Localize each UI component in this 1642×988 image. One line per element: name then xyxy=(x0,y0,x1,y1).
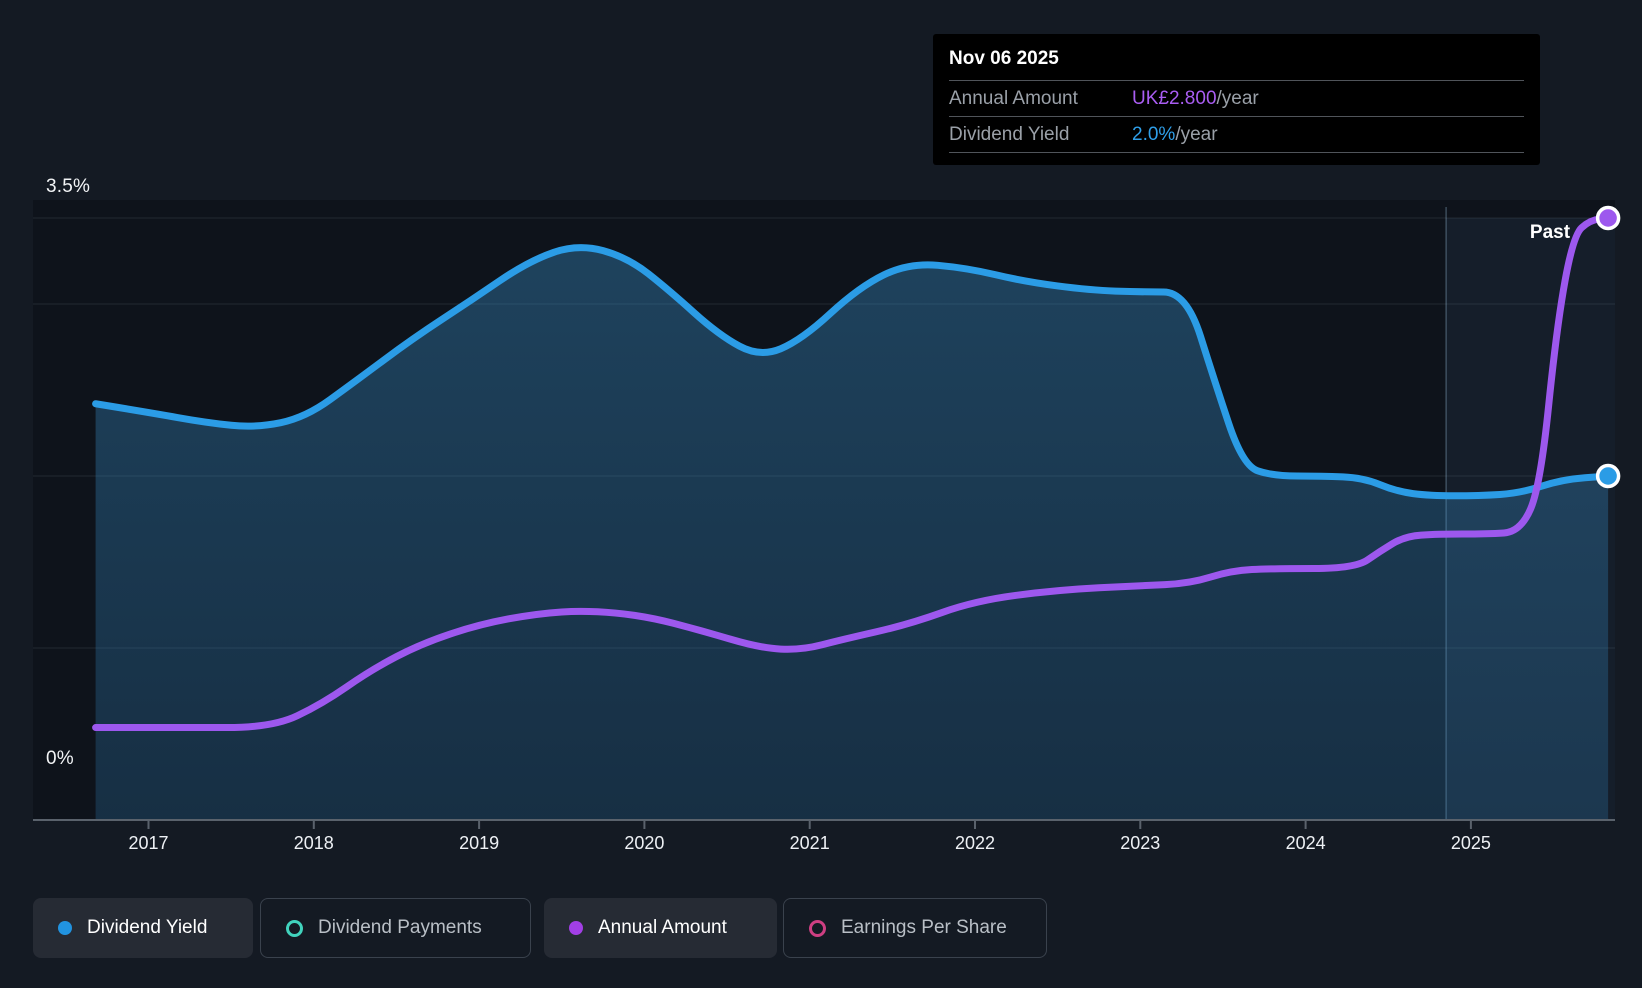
earnings-per-share-ring-icon xyxy=(809,920,826,937)
x-axis-label: 2018 xyxy=(274,833,354,854)
x-axis-label: 2025 xyxy=(1431,833,1511,854)
tooltip-label: Annual Amount xyxy=(949,88,1132,110)
chart-tooltip: Nov 06 2025 Annual Amount UK£2.800 /year… xyxy=(933,34,1540,165)
dividend-payments-ring-icon xyxy=(286,920,303,937)
legend-label: Dividend Yield xyxy=(87,917,207,939)
annual-amount-dot-icon xyxy=(569,921,583,935)
tooltip-suffix: /year xyxy=(1175,124,1217,146)
legend-label: Dividend Payments xyxy=(318,917,482,939)
x-axis-label: 2017 xyxy=(109,833,189,854)
tooltip-suffix: /year xyxy=(1217,88,1259,110)
tooltip-value: UK£2.800 xyxy=(1132,88,1217,110)
x-axis-label: 2024 xyxy=(1266,833,1346,854)
dividend-history-chart-page: 3.5% 0% 2017 2018 2019 2020 2021 2022 20… xyxy=(0,0,1642,988)
legend-toggle-dividend-yield[interactable]: Dividend Yield xyxy=(33,898,253,958)
legend-toggle-earnings-per-share[interactable]: Earnings Per Share xyxy=(783,898,1047,958)
legend-label: Earnings Per Share xyxy=(841,917,1007,939)
past-period-label: Past xyxy=(1500,222,1600,244)
x-axis-label: 2023 xyxy=(1100,833,1180,854)
dividend-yield-dot-icon xyxy=(58,921,72,935)
x-axis-label: 2021 xyxy=(770,833,850,854)
tooltip-date: Nov 06 2025 xyxy=(949,47,1524,71)
tooltip-row-annual-amount: Annual Amount UK£2.800 /year xyxy=(949,80,1524,116)
legend-toggle-annual-amount[interactable]: Annual Amount xyxy=(544,898,777,958)
legend-toggle-dividend-payments[interactable]: Dividend Payments xyxy=(260,898,531,958)
x-axis-label: 2019 xyxy=(439,833,519,854)
tooltip-row-dividend-yield: Dividend Yield 2.0% /year xyxy=(949,116,1524,153)
tooltip-value: 2.0% xyxy=(1132,124,1175,146)
legend-label: Annual Amount xyxy=(598,917,727,939)
tooltip-label: Dividend Yield xyxy=(949,124,1132,146)
x-axis-label: 2020 xyxy=(604,833,684,854)
y-axis-label-top: 3.5% xyxy=(46,176,90,198)
y-axis-label-zero: 0% xyxy=(46,748,74,770)
x-axis-label: 2022 xyxy=(935,833,1015,854)
